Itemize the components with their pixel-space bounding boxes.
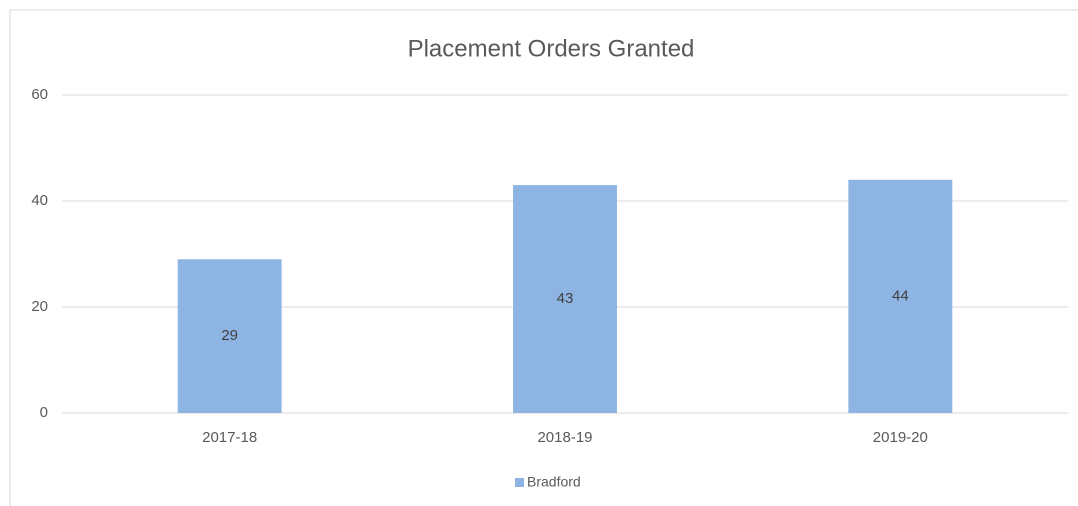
- bar: [848, 179, 953, 413]
- data-label: 29: [221, 327, 238, 344]
- y-tick-label: 0: [40, 404, 48, 421]
- bar: [513, 185, 617, 413]
- y-tick-label: 20: [31, 298, 48, 315]
- x-tick-label: 2017-18: [202, 429, 257, 446]
- y-tick-label: 60: [31, 86, 48, 103]
- data-label: 44: [892, 287, 909, 304]
- chart-frame: [9, 9, 1078, 506]
- bar: [177, 259, 282, 413]
- y-tick-label: 40: [31, 192, 48, 209]
- chart-title: Placement Orders Granted: [408, 35, 695, 62]
- legend-swatch: [515, 478, 524, 487]
- x-tick-label: 2018-19: [537, 429, 592, 446]
- legend-label: Bradford: [527, 474, 581, 490]
- data-label: 43: [557, 290, 574, 307]
- x-tick-label: 2019-20: [873, 429, 928, 446]
